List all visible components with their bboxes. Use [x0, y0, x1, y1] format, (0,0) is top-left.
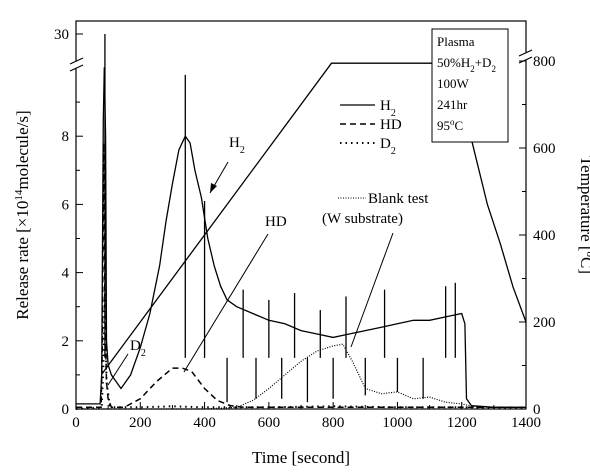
- conditions-box: [431, 28, 509, 143]
- x-tick-label-200: 200: [129, 415, 152, 431]
- y-left-tick-label-break: 30: [54, 27, 69, 43]
- legend-blank-sublabel: (W substrate): [322, 211, 403, 227]
- series-hd-line: [76, 142, 526, 409]
- x-tick-label-400: 400: [193, 415, 216, 431]
- x-tick-label-0: 0: [72, 415, 80, 431]
- legend-hd-label: HD: [380, 117, 402, 133]
- x-tick-label-1200: 1200: [447, 415, 477, 431]
- y-left-axis-label: Release rate [×1014molecule/s]: [13, 110, 32, 319]
- legend-h2-label: H2: [380, 98, 396, 119]
- y-right-axis-label: Temperature [oC]: [577, 156, 590, 274]
- y-right-tick-label-200: 200: [533, 315, 556, 331]
- y-left-tick-label-0: 0: [62, 402, 70, 418]
- condition-power: 100W: [437, 76, 470, 91]
- condition-gas: 50%H2+D2: [437, 55, 496, 74]
- y-left-tick-label-8: 8: [62, 129, 70, 145]
- annotation-h2: H2: [229, 135, 245, 156]
- annotation-hd: HD: [265, 214, 287, 230]
- legend: H2 HD D2 Blank test (W substrate): [322, 98, 429, 227]
- y-right-tick-label-800: 800: [533, 54, 556, 70]
- y-right-tick-label-600: 600: [533, 141, 556, 157]
- annotation-d2: D2: [130, 338, 146, 359]
- annotation-h2-arrowhead: [210, 183, 217, 193]
- legend-d2-label: D2: [380, 136, 396, 157]
- axis-ticks: 0 200 400 600 800 1000 1200 1400024683002004006…: [54, 27, 556, 431]
- y-right-tick-label-400: 400: [533, 228, 556, 244]
- y-left-tick-label-2: 2: [62, 334, 70, 350]
- annotation-blank-pointer: [350, 232, 394, 348]
- y-left-tick-label-4: 4: [62, 266, 70, 282]
- y-left-tick-label-6: 6: [62, 197, 70, 213]
- condition-temperature: 95oC: [437, 117, 463, 133]
- y-right-tick-label-0: 0: [533, 402, 541, 418]
- left-axis-break: [69, 57, 85, 72]
- legend-blank-label: Blank test: [368, 191, 429, 207]
- x-axis-label: Time [second]: [252, 448, 350, 467]
- series-blank-test-line: [76, 343, 526, 410]
- x-tick-label-1400: 1400: [511, 415, 541, 431]
- condition-duration: 241hr: [437, 97, 468, 112]
- right-axis-break: [518, 49, 534, 64]
- annotation-d2-pointer: [107, 353, 129, 386]
- x-tick-label-600: 600: [258, 415, 281, 431]
- x-tick-label-800: 800: [322, 415, 345, 431]
- x-tick-label-1000: 1000: [382, 415, 412, 431]
- annotation-hd-pointer: [183, 233, 269, 373]
- condition-plasma: Plasma: [437, 34, 475, 49]
- series-h2-line: [76, 67, 526, 408]
- series-group: [75, 34, 527, 410]
